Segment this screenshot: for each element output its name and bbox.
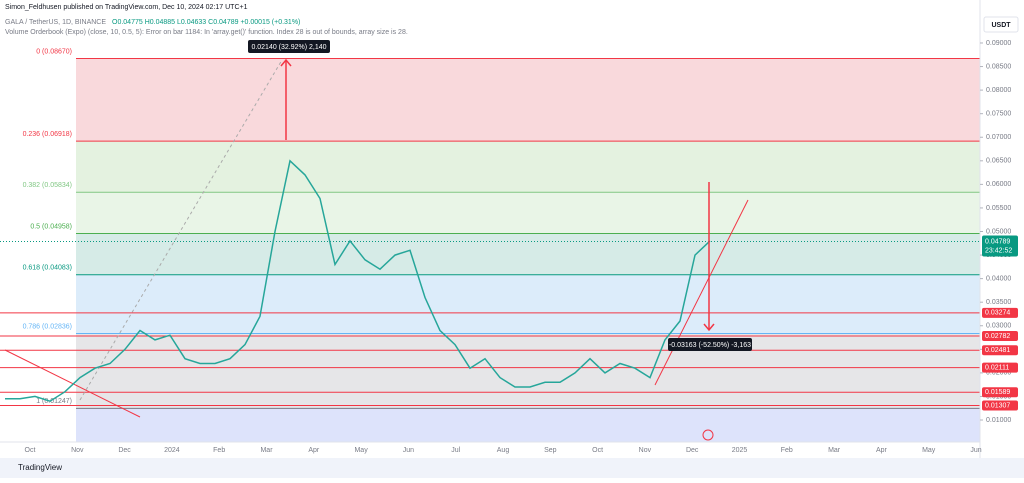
time-label: Aug [497,447,510,454]
annotation-box [248,40,330,53]
symbol: GALA / TetherUS, 1D, BINANCE [5,19,106,26]
time-label: Sep [544,447,557,454]
level-tag [982,400,1018,411]
time-label: Dec [118,447,131,454]
price-tick-label: 0.05500 [986,205,1011,212]
price-tick-label: 0.01000 [986,417,1011,424]
time-label: Jul [451,447,460,454]
fib-zone [76,274,980,334]
annotation-box [668,338,752,351]
price-tick-label: 0.06500 [986,158,1011,165]
level-tag [982,362,1018,373]
price-tick-label: 0.08500 [986,63,1011,70]
currency[interactable]: USDT [991,22,1011,29]
level-tag [982,345,1018,356]
fib-zone [76,233,980,275]
time-label: Oct [592,447,603,454]
price-tick-label: 0.02000 [986,370,1011,377]
fib-zone [76,333,980,409]
price-tick-label: 0.09000 [986,40,1011,47]
price-tick-label: 0.06000 [986,181,1011,188]
time-label: 2024 [164,447,180,454]
time-label: Mar [260,447,273,454]
fib-zone [76,192,980,234]
arrow-head [280,58,292,67]
time-label: Jun [403,447,414,454]
time-label: May [354,447,368,454]
fib-label: 0.618 (0.04083) [23,265,72,272]
time-label: Oct [25,447,36,454]
price-axis [980,0,1024,458]
price-tick-label: 0.07000 [986,134,1011,141]
price-tick-label: 0.03000 [986,323,1011,330]
annotation: -0.03163 (-52.50%) -3,163 [669,342,751,349]
fib-label: 0.236 (0.06918) [23,131,72,138]
level-label: 0.01307 [985,402,1010,409]
fib-zone [76,141,980,193]
fib-zone [76,408,980,442]
time-label: Dec [686,447,699,454]
indicator: Volume Orderbook (Expo) (close, 10, 0.5,… [5,29,408,36]
time-label: 2025 [732,447,748,454]
time-label: Nov [639,447,652,454]
price-line [5,159,711,403]
countdown: 23:42:52 [985,247,1012,254]
fib-label: 1 (0.01247) [36,398,72,405]
fib-label: 0 (0.08670) [36,48,72,55]
ohlc: O0.04775 H0.04885 L0.04633 C0.04789 +0.0… [112,19,300,26]
time-label: Nov [71,447,84,454]
trend-line [4,349,141,418]
fib-label: 0.5 (0.04958) [30,223,72,230]
price-tick-label: 0.03500 [986,299,1011,306]
level-label: 0.02782 [985,333,1010,340]
currency-button[interactable] [983,16,1019,33]
fib-label: 0.382 (0.05834) [23,182,72,189]
level-tag [982,331,1018,342]
time-label: Feb [781,447,793,454]
price-tick-label: 0.08000 [986,87,1011,94]
footer-bar [0,458,1024,478]
current-price-tag [982,235,1018,257]
trend-line [654,199,749,386]
current-price-label: 0.04789 [985,238,1010,245]
arrow-head [703,323,715,332]
price-tick-label: 0.05000 [986,228,1011,235]
time-label: Mar [828,447,841,454]
fib-label: 0.786 (0.02836) [23,323,72,330]
level-label: 0.03274 [985,310,1010,317]
level-label: 0.01589 [985,389,1010,396]
level-tag [982,307,1018,318]
time-label: May [922,447,936,454]
level-label: 0.02481 [985,347,1010,354]
publisher: Simon_Feldhusen published on TradingView… [5,4,248,11]
time-label: Jun [970,447,981,454]
footer: TradingView [18,463,62,472]
time-label: Feb [213,447,225,454]
price-tick-label: 0.04000 [986,275,1011,282]
event-icon [702,429,714,441]
price-tick-label: 0.07500 [986,111,1011,118]
level-tag [982,387,1018,398]
level-label: 0.02111 [985,364,1009,371]
fib-zone [76,58,980,142]
time-label: Apr [308,447,320,454]
annotation: 0.02140 (32.92%) 2,140 [251,44,326,51]
time-label: Apr [876,447,888,454]
